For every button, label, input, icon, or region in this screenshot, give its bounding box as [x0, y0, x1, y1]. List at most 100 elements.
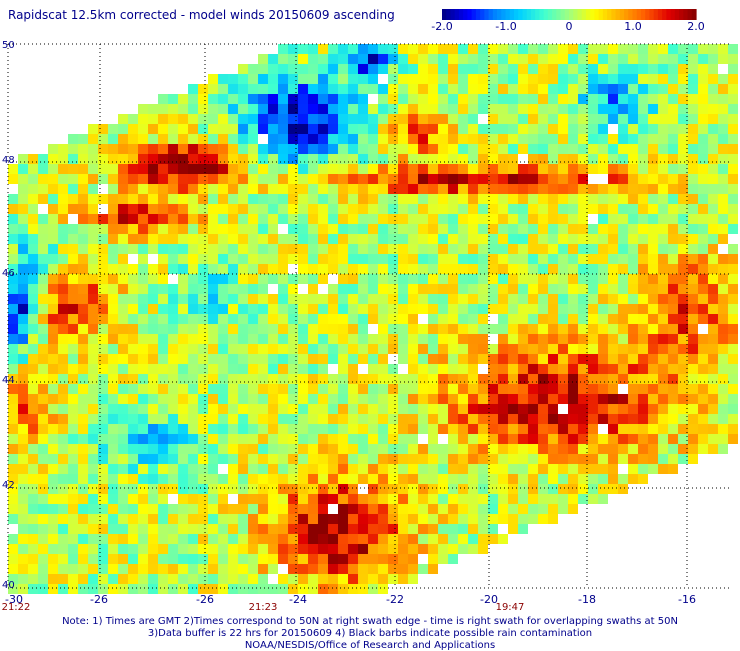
wind-cell: [78, 154, 88, 164]
wind-cell: [248, 284, 258, 294]
wind-cell: [228, 394, 238, 404]
wind-cell: [68, 524, 78, 534]
wind-cell: [228, 264, 238, 274]
wind-cell: [538, 154, 548, 164]
wind-cell: [158, 314, 168, 324]
wind-cell: [58, 494, 68, 504]
wind-cell: [178, 284, 188, 294]
wind-cell: [598, 394, 608, 404]
wind-cell: [708, 384, 718, 394]
wind-cell: [448, 214, 458, 224]
wind-cell: [468, 174, 478, 184]
wind-cell: [388, 304, 398, 314]
wind-cell: [558, 284, 568, 294]
wind-cell: [588, 164, 598, 174]
wind-cell: [158, 284, 168, 294]
wind-cell: [518, 464, 528, 474]
wind-cell: [668, 354, 678, 364]
wind-cell: [498, 64, 508, 74]
wind-cell: [108, 374, 118, 384]
wind-cell: [198, 374, 208, 384]
wind-cell: [598, 224, 608, 234]
wind-cell: [198, 294, 208, 304]
wind-cell: [498, 424, 508, 434]
wind-cell: [68, 394, 78, 404]
wind-cell: [298, 484, 308, 494]
wind-cell: [8, 264, 18, 274]
wind-cell: [448, 94, 458, 104]
wind-cell: [168, 504, 178, 514]
wind-cell: [498, 264, 508, 274]
wind-cell: [368, 244, 378, 254]
wind-cell: [458, 54, 468, 64]
wind-cell: [378, 294, 388, 304]
wind-cell: [548, 454, 558, 464]
wind-cell: [68, 334, 78, 344]
wind-cell: [398, 504, 408, 514]
wind-cell: [408, 144, 418, 154]
wind-cell: [498, 254, 508, 264]
wind-cell: [118, 534, 128, 544]
wind-cell: [408, 414, 418, 424]
wind-cell: [608, 64, 618, 74]
wind-cell: [118, 464, 128, 474]
wind-cell: [688, 204, 698, 214]
wind-cell: [248, 544, 258, 554]
wind-cell: [658, 364, 668, 374]
wind-cell: [678, 94, 688, 104]
wind-cell: [448, 244, 458, 254]
wind-cell: [318, 124, 328, 134]
wind-cell: [368, 344, 378, 354]
wind-cell: [148, 354, 158, 364]
wind-cell: [658, 454, 668, 464]
wind-cell: [448, 254, 458, 264]
wind-cell: [228, 454, 238, 464]
wind-cell: [418, 514, 428, 524]
wind-cell: [428, 544, 438, 554]
wind-cell: [48, 584, 58, 594]
wind-cell: [58, 544, 68, 554]
wind-cell: [388, 64, 398, 74]
wind-cell: [468, 434, 478, 444]
wind-cell: [328, 104, 338, 114]
wind-cell: [258, 374, 268, 384]
wind-cell: [278, 364, 288, 374]
wind-cell: [378, 194, 388, 204]
wind-cell: [268, 474, 278, 484]
wind-cell: [108, 214, 118, 224]
wind-cell: [348, 424, 358, 434]
lat-label: 46: [2, 268, 15, 279]
wind-cell: [48, 344, 58, 354]
wind-cell: [728, 364, 738, 374]
wind-cell: [618, 214, 628, 224]
wind-cell: [558, 94, 568, 104]
wind-cell: [88, 274, 98, 284]
wind-cell: [218, 364, 228, 374]
colorbar-swatch: [471, 9, 477, 20]
wind-cell: [728, 44, 738, 54]
wind-cell: [128, 474, 138, 484]
wind-cell: [18, 224, 28, 234]
wind-cell: [218, 584, 228, 594]
wind-cell: [598, 274, 608, 284]
wind-cell: [668, 194, 678, 204]
wind-cell: [578, 384, 588, 394]
wind-cell: [448, 54, 458, 64]
wind-cell: [538, 504, 548, 514]
wind-cell: [338, 364, 348, 374]
wind-cell: [208, 544, 218, 554]
wind-cell: [488, 54, 498, 64]
wind-cell: [218, 554, 228, 564]
wind-cell: [598, 304, 608, 314]
wind-cell: [108, 314, 118, 324]
wind-cell: [338, 574, 348, 584]
wind-cell: [548, 424, 558, 434]
wind-cell: [608, 254, 618, 264]
wind-cell: [238, 394, 248, 404]
wind-cell: [548, 154, 558, 164]
wind-cell: [158, 354, 168, 364]
wind-cell: [678, 174, 688, 184]
wind-cell: [588, 84, 598, 94]
wind-cell: [598, 244, 608, 254]
wind-cell: [58, 534, 68, 544]
